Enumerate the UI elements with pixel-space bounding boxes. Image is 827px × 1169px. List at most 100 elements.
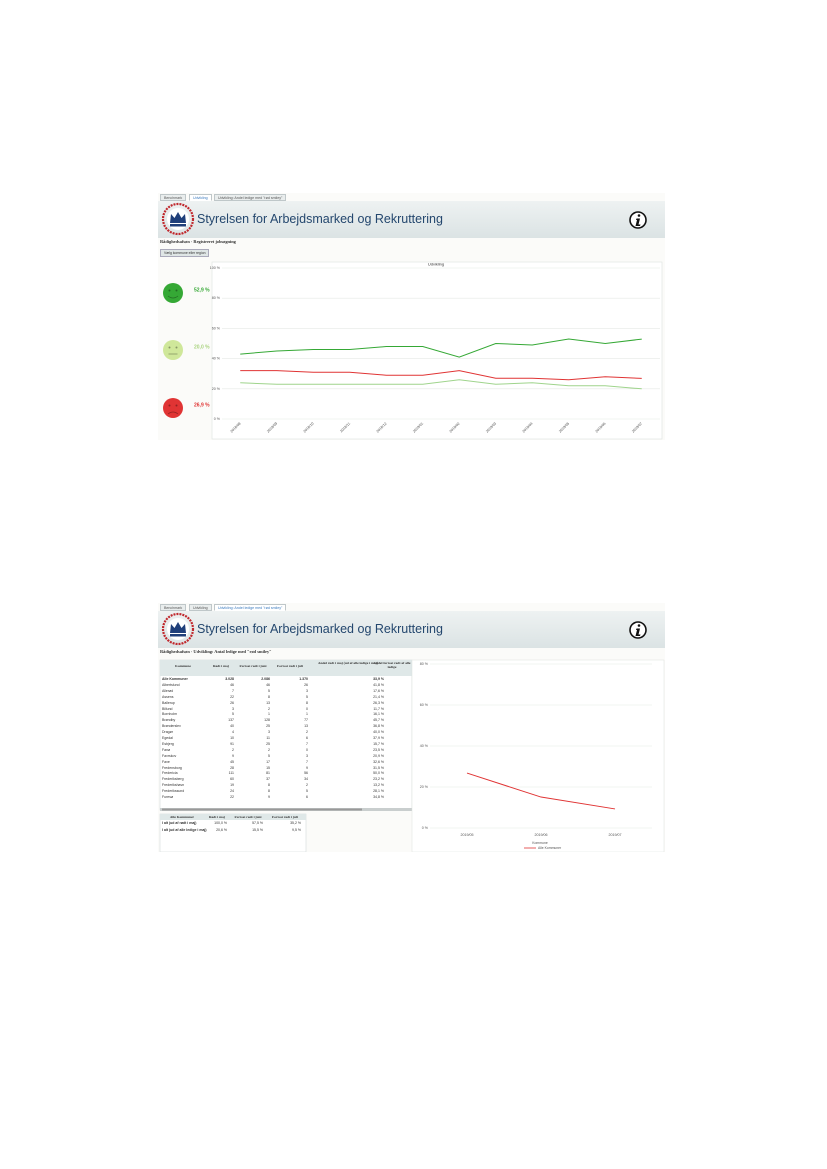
- table-cell: Dragør: [162, 730, 173, 735]
- table-cell: 28,1 %: [373, 789, 384, 794]
- table-cell: 5: [306, 694, 308, 699]
- smiley: [163, 283, 183, 303]
- graphic: [161, 612, 647, 646]
- tab[interactable]: Udvikling: Andel ledige med "rød smiley": [214, 194, 287, 201]
- table-cell: 3.028: [225, 677, 234, 681]
- table-cell: 26: [304, 682, 308, 687]
- table-cell: 2: [268, 706, 270, 711]
- tab[interactable]: Udvikling: [189, 604, 212, 611]
- tab[interactable]: Benchmark: [160, 604, 187, 611]
- summary-cell: I alt (ud af rødt i maj): [162, 821, 197, 825]
- series-line: [240, 370, 642, 381]
- y-tick-label: 40 %: [212, 357, 221, 361]
- table-cell: 0: [306, 706, 308, 711]
- table-cell: 56: [304, 771, 308, 776]
- tab[interactable]: Benchmark: [160, 194, 187, 201]
- smiley: [163, 340, 183, 360]
- table-cell: 40: [230, 724, 234, 729]
- table-cell: 9: [306, 765, 308, 770]
- table-cell: 2: [306, 783, 308, 788]
- table-cell: 22: [230, 795, 234, 799]
- table-cell: Frederiksberg: [162, 777, 184, 782]
- subtitle: Rådighedsafsøn · Udvikling: Antal ledige…: [160, 649, 272, 654]
- table-cell: 23,5 %: [373, 747, 384, 752]
- table-cell: 17,6 %: [373, 688, 384, 693]
- y-tick-label: 20 %: [212, 387, 221, 391]
- smiley-label: 26,9 %: [194, 402, 210, 408]
- table-cell: 9: [232, 753, 234, 758]
- smiley-eye: [168, 404, 171, 407]
- table-cell: 13: [266, 700, 270, 705]
- table-cell: 37,9 %: [373, 736, 384, 740]
- table-cell: 34: [304, 777, 308, 782]
- table-cell: 26: [230, 700, 234, 705]
- summary-cell: 15,5 %: [252, 828, 263, 832]
- tab[interactable]: Udvikling: [189, 194, 212, 201]
- y-tick-label: 80 %: [212, 296, 221, 300]
- table-cell: 137: [228, 718, 234, 723]
- header: Styrelsen for Arbejdsmarked og Rekrutter…: [158, 201, 665, 238]
- table-cell: Esbjerg: [162, 741, 174, 746]
- graphic: Udvikling 52,9 % 20,0 % 26,9 % 0 % 20 % 40 % 60…: [163, 262, 663, 440]
- table-cell: 15,7 %: [373, 741, 384, 746]
- smiley-eye: [168, 289, 171, 292]
- y-tick-label: 0 %: [214, 417, 221, 421]
- table-cell: 2.086: [261, 677, 270, 681]
- table-cell: 1: [306, 712, 308, 717]
- table-cell: Faxe: [162, 759, 170, 764]
- chart-title: Udvikling: [428, 262, 444, 267]
- table-cell: 25: [266, 741, 270, 746]
- x-tick-label: 2019/06: [535, 833, 548, 837]
- logo-ring: [161, 202, 195, 236]
- table-cell: Ballerup: [162, 700, 175, 705]
- info-stem: [635, 218, 641, 226]
- table-cell: Alle Kommuner: [162, 677, 188, 681]
- table-cell: 34,8 %: [373, 795, 384, 799]
- info-dot: [637, 624, 641, 627]
- summary-cell: 9,5 %: [292, 828, 301, 832]
- screenshot: Benchmark Udvikling Udvikling: Andel ledig…: [158, 603, 665, 852]
- table-cell: 21,4 %: [373, 694, 384, 699]
- column-header: Rødt i maj: [209, 814, 225, 819]
- header: Styrelsen for Arbejdsmarked og Rekrutter…: [158, 611, 665, 648]
- summary-cell: 100,0 %: [214, 821, 227, 825]
- logo-crown-base: [170, 224, 186, 227]
- region-button[interactable]: Vælg kommune eller region: [160, 249, 210, 258]
- smiley-eye: [168, 346, 171, 349]
- table-cell: Brøndby: [162, 718, 176, 723]
- tab[interactable]: Udvikling: Andel ledige med "rød smiley": [214, 604, 287, 611]
- table-cell: 22: [230, 694, 234, 699]
- column-header: Andel rødt i maj (ud af alle ledige i ma…: [318, 661, 378, 665]
- table-cell: 2: [306, 730, 308, 735]
- table-cell: 6: [306, 736, 308, 740]
- summary-cell: 57,5 %: [252, 821, 263, 825]
- table-cell: 128: [264, 718, 270, 723]
- table-cell: 23,2 %: [373, 777, 384, 782]
- table-cell: 32,6 %: [373, 759, 384, 764]
- y-tick-label: 20 %: [420, 785, 429, 789]
- legend-title: Kommune: [532, 841, 548, 845]
- table-cell: 13,2 %: [373, 783, 384, 788]
- table-cell: Allerød: [162, 688, 174, 693]
- header-title: Styrelsen for Arbejdsmarked og Rekrutter…: [197, 622, 443, 636]
- y-tick-label: 40 %: [420, 744, 429, 748]
- table-cell: 5: [232, 712, 234, 717]
- column-header: Fortsat rødt i juli: [277, 664, 303, 668]
- table-cell: Assens: [162, 694, 174, 699]
- x-tick-label: 2019/05: [461, 833, 474, 837]
- table-cell: 8: [268, 783, 270, 788]
- table-cell: 4: [232, 730, 234, 735]
- table-cell: 20,9 %: [373, 753, 384, 758]
- table-cell: 111: [228, 771, 234, 776]
- table-cell: 13: [304, 724, 308, 729]
- smiley-eye: [175, 404, 178, 407]
- column-header: Rødt i maj: [213, 664, 229, 668]
- table-frame: [159, 659, 413, 811]
- column-header: Fortsat rødt i juni: [239, 664, 267, 668]
- table-cell: 50,0 %: [373, 771, 384, 776]
- table-cell: 33,9 %: [373, 677, 384, 681]
- table-header-bg: [160, 660, 412, 676]
- table-cell: Albertslund: [162, 682, 180, 687]
- table-cell: 60: [230, 777, 234, 782]
